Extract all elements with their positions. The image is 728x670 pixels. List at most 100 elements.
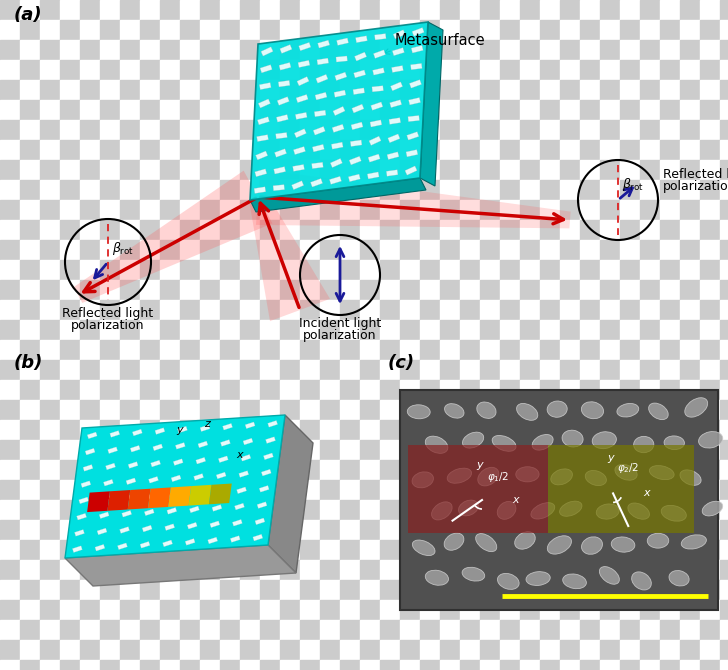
Polygon shape — [336, 38, 349, 46]
Bar — [660, 580, 680, 600]
Bar — [600, 660, 620, 670]
Polygon shape — [83, 464, 93, 471]
Bar — [200, 340, 220, 360]
Bar — [600, 100, 620, 120]
Bar — [660, 60, 680, 80]
Bar — [400, 240, 420, 260]
Bar — [440, 460, 460, 480]
Polygon shape — [375, 34, 386, 40]
Bar — [600, 200, 620, 220]
Bar — [100, 460, 120, 480]
Bar — [180, 80, 200, 100]
Bar — [360, 360, 380, 380]
Bar — [140, 640, 160, 660]
Bar — [420, 400, 440, 420]
Bar — [220, 600, 240, 620]
Bar — [720, 200, 728, 220]
Bar — [560, 20, 580, 40]
Bar — [140, 0, 160, 20]
Bar — [100, 480, 120, 500]
Polygon shape — [298, 42, 311, 51]
Bar — [180, 140, 200, 160]
Bar — [40, 620, 60, 640]
Bar — [160, 420, 180, 440]
Bar — [440, 580, 460, 600]
Bar — [360, 660, 380, 670]
Polygon shape — [277, 96, 289, 105]
Bar — [560, 440, 580, 460]
Bar — [340, 120, 360, 140]
Bar — [520, 200, 540, 220]
Polygon shape — [368, 154, 380, 162]
Bar — [700, 320, 720, 340]
Bar — [120, 340, 140, 360]
Bar — [260, 660, 280, 670]
Bar — [320, 160, 340, 180]
Bar — [660, 80, 680, 100]
Bar — [480, 260, 500, 280]
Bar — [140, 140, 160, 160]
Bar — [360, 200, 380, 220]
Bar — [300, 320, 320, 340]
Bar — [600, 600, 620, 620]
Bar — [700, 620, 720, 640]
Bar — [360, 160, 380, 180]
Bar — [20, 640, 40, 660]
Bar — [360, 60, 380, 80]
Bar — [0, 340, 20, 360]
Bar — [380, 540, 400, 560]
Bar — [140, 480, 160, 500]
Bar — [240, 440, 260, 460]
Bar — [60, 20, 80, 40]
Bar — [720, 60, 728, 80]
Polygon shape — [409, 80, 422, 88]
Bar — [460, 500, 480, 520]
Bar — [440, 40, 460, 60]
Bar — [460, 240, 480, 260]
Text: (b): (b) — [14, 354, 44, 372]
Bar — [680, 580, 700, 600]
Bar — [420, 440, 440, 460]
Bar — [700, 360, 720, 380]
Polygon shape — [76, 513, 87, 520]
Bar — [640, 300, 660, 320]
Bar — [460, 40, 480, 60]
Bar — [340, 620, 360, 640]
Bar — [320, 320, 340, 340]
Bar — [540, 640, 560, 660]
Bar — [680, 440, 700, 460]
Bar — [540, 260, 560, 280]
Bar — [0, 300, 20, 320]
Bar — [580, 180, 600, 200]
Bar — [360, 540, 380, 560]
Bar — [620, 500, 640, 520]
Bar — [220, 540, 240, 560]
Bar — [660, 160, 680, 180]
Bar — [540, 300, 560, 320]
Bar — [80, 220, 100, 240]
Bar — [40, 400, 60, 420]
Bar — [20, 140, 40, 160]
Bar — [380, 140, 400, 160]
Bar — [580, 340, 600, 360]
Polygon shape — [106, 463, 116, 470]
Polygon shape — [65, 415, 285, 558]
Polygon shape — [315, 92, 327, 100]
Bar — [420, 420, 440, 440]
Polygon shape — [256, 151, 268, 160]
Bar — [240, 400, 260, 420]
Ellipse shape — [669, 571, 689, 586]
Bar — [220, 120, 240, 140]
Bar — [500, 280, 520, 300]
Polygon shape — [268, 421, 277, 427]
Bar — [60, 360, 80, 380]
Polygon shape — [420, 22, 443, 186]
Bar — [480, 500, 500, 520]
Bar — [580, 580, 600, 600]
Bar — [460, 280, 480, 300]
Bar — [60, 320, 80, 340]
Bar — [660, 0, 680, 20]
Bar — [520, 360, 540, 380]
Bar — [200, 0, 220, 20]
Bar — [520, 20, 540, 40]
